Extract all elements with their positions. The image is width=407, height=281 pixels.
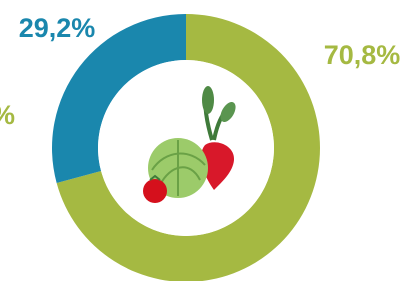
value-label: 70,8% [324,40,401,70]
chart: 70,8% 29,2%% [0,0,407,281]
page: 70,8%29,2%% (() => { const data = JSON.p… [0,0,407,281]
value-label: 29,2% [19,13,96,43]
clipped-label: % [0,100,15,130]
